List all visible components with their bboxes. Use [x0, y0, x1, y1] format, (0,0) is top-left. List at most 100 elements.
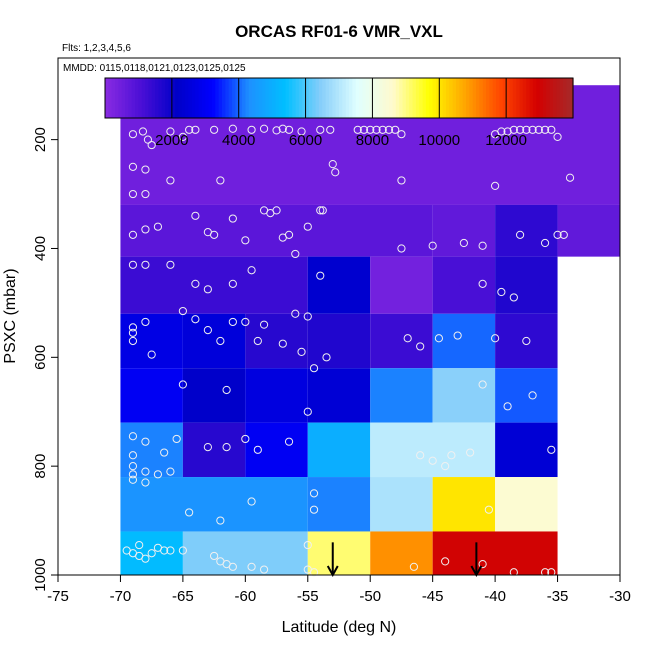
observation-marker: [241, 236, 250, 245]
x-tick-label: -60: [234, 588, 256, 605]
observation-marker: [141, 260, 150, 269]
colorbar-segment: [539, 78, 544, 118]
observation-marker: [259, 124, 269, 133]
observation-marker: [160, 546, 169, 555]
heatmap-cell: [245, 368, 308, 423]
observation-marker: [166, 127, 175, 136]
heatmap-cell: [120, 422, 183, 478]
observation-marker: [178, 306, 187, 316]
colorbar-segment: [131, 78, 136, 118]
observation-marker: [540, 238, 550, 248]
observation-marker: [353, 125, 362, 134]
observation-marker: [210, 230, 219, 239]
observation-marker: [303, 312, 312, 321]
observation-marker: [228, 279, 237, 288]
observation-marker: [378, 125, 387, 134]
observation-marker: [540, 125, 550, 134]
colorbar-segment: [282, 78, 287, 118]
colorbar-segment: [492, 78, 497, 118]
x-tick-label: -65: [172, 588, 194, 605]
observation-marker: [222, 443, 231, 452]
colorbar-segment: [315, 78, 320, 118]
colorbar-segment: [255, 78, 260, 118]
observation-marker: [228, 317, 237, 327]
colorbar-segment: [135, 78, 140, 118]
observation-marker: [247, 562, 256, 571]
heatmap-cell: [495, 368, 558, 423]
colorbar-segment: [369, 78, 374, 118]
observation-marker: [397, 244, 406, 253]
x-tick-label: -70: [110, 588, 132, 605]
observation-marker: [210, 551, 219, 561]
observation-marker: [153, 222, 163, 231]
colorbar-tick-label: 4000: [222, 132, 255, 149]
colorbar-segment: [258, 78, 263, 118]
heatmap-cell: [307, 531, 371, 575]
observation-marker: [491, 334, 500, 343]
observation-marker: [278, 124, 287, 133]
colorbar-segment: [566, 78, 571, 118]
colorbar-segment: [115, 78, 119, 118]
colorbar-segment: [118, 78, 123, 118]
heatmap-cell: [432, 531, 558, 575]
observation-marker: [128, 260, 138, 269]
colorbar-segment: [449, 78, 454, 118]
colorbar-segment: [526, 78, 531, 118]
x-tick-label: -75: [47, 588, 69, 605]
observation-marker: [547, 568, 556, 577]
colorbar-segment: [519, 78, 524, 118]
colorbar-segment: [335, 78, 340, 118]
colorbar-segment: [181, 78, 186, 118]
observation-marker: [128, 328, 138, 337]
observation-marker: [141, 437, 150, 446]
observation-marker: [397, 130, 406, 139]
heatmap-cell: [495, 256, 558, 314]
colorbar-segment: [382, 78, 387, 118]
colorbar-segment: [201, 78, 206, 118]
colorbar-segment: [439, 78, 444, 118]
colorbar-segment: [302, 78, 307, 118]
x-tick-label: -35: [547, 588, 569, 605]
heatmap-cell: [370, 422, 496, 478]
colorbar-segment: [392, 78, 397, 118]
observation-marker: [453, 331, 462, 340]
observation-marker: [141, 189, 150, 199]
colorbar-segment: [489, 78, 494, 118]
heatmap-cell: [182, 422, 246, 478]
colorbar-segment: [308, 78, 313, 118]
colorbar-segment: [425, 78, 430, 118]
y-tick-label: 1000: [32, 558, 49, 591]
x-axis-label: Latitude (deg N): [282, 619, 397, 636]
colorbar-segment: [288, 78, 293, 118]
observation-marker: [128, 323, 138, 332]
colorbar-segment: [121, 78, 126, 118]
observation-marker: [447, 451, 456, 460]
observation-marker: [309, 568, 319, 577]
heatmap-cell: [495, 477, 558, 532]
observation-marker: [128, 470, 138, 479]
observation-marker: [128, 432, 138, 441]
observation-marker: [497, 287, 506, 297]
colorbar-segment: [145, 78, 150, 118]
colorbar-segment: [328, 78, 333, 118]
observation-marker: [141, 554, 150, 563]
observation-marker: [284, 437, 294, 446]
colorbar-segment: [248, 78, 253, 118]
heatmap-cell: [495, 313, 558, 369]
observation-marker: [309, 364, 319, 373]
observation-marker: [128, 462, 138, 471]
observation-marker: [203, 285, 212, 294]
heatmap-cell: [120, 256, 308, 314]
colorbar-segment: [235, 78, 240, 118]
observation-marker: [391, 125, 400, 134]
colorbar-tick-label: 8000: [356, 132, 389, 149]
heatmap-cell: [120, 368, 183, 423]
heatmap-cell: [182, 313, 246, 369]
colorbar-segment: [546, 78, 551, 118]
heatmap-cell: [182, 531, 308, 575]
heatmap-cell: [120, 477, 308, 532]
observation-marker: [534, 125, 543, 134]
observation-marker: [459, 238, 468, 248]
colorbar-segment: [262, 78, 267, 118]
